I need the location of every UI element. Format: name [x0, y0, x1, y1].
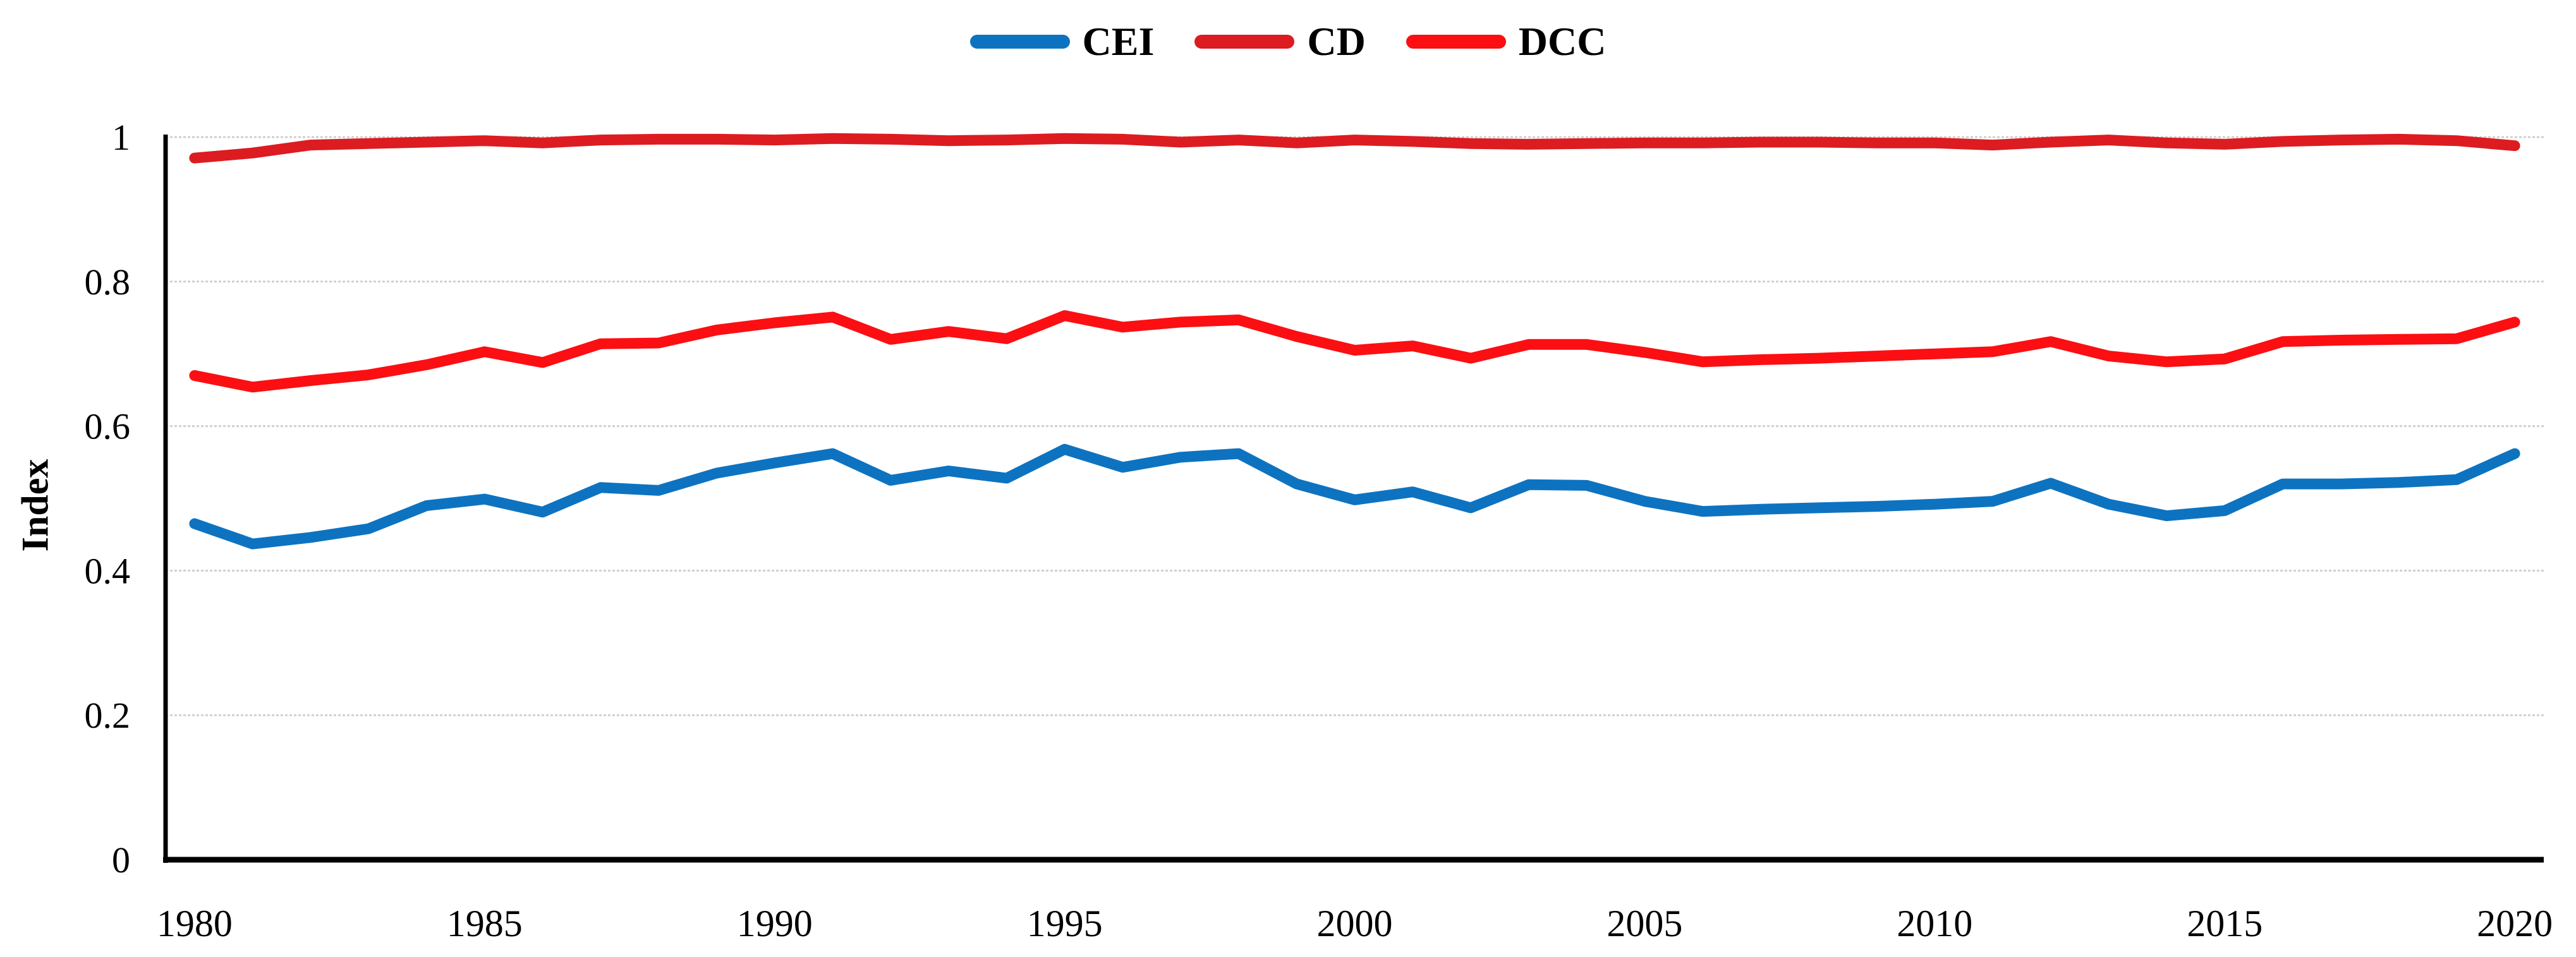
y-axis-title: Index: [14, 459, 56, 552]
y-tick-label: 0: [112, 840, 130, 881]
x-tick-label: 2000: [1317, 903, 1393, 944]
x-tick-label: 1990: [737, 903, 813, 944]
y-tick-label: 0.6: [85, 406, 131, 447]
y-tick-label: 1: [112, 117, 130, 158]
y-tick-label: 0.4: [85, 550, 131, 591]
y-tick-label: 0.8: [85, 262, 131, 303]
x-tick-label: 2015: [2187, 903, 2263, 944]
x-tick-label: 1985: [447, 903, 523, 944]
x-tick-label: 1980: [157, 903, 233, 944]
x-tick-label: 2005: [1607, 903, 1682, 944]
series-line-DCC: [189, 310, 2520, 393]
series-line-CD: [189, 133, 2520, 164]
x-tick-label: 2010: [1897, 903, 1972, 944]
series-line-CEI: [189, 443, 2520, 550]
x-tick-label: 2020: [2477, 903, 2553, 944]
y-tick-label: 0.2: [85, 695, 131, 736]
x-tick-label: 1995: [1027, 903, 1103, 944]
